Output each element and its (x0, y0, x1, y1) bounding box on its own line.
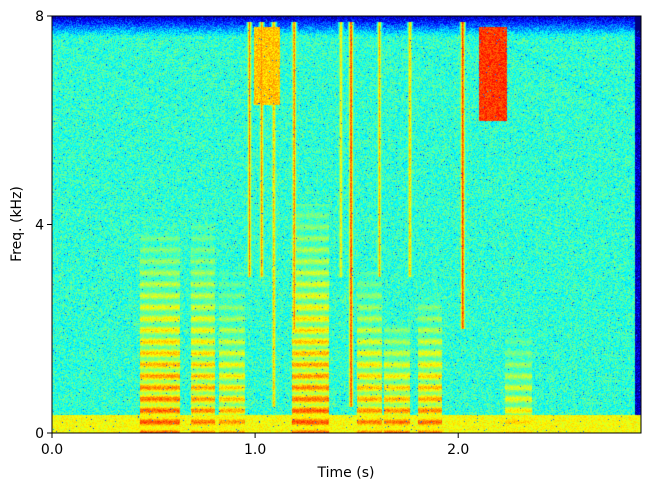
x-tick-label: 0.0 (41, 442, 63, 458)
x-axis: 0.0 1.0 2.0 (41, 433, 469, 458)
x-tick-label: 2.0 (447, 442, 469, 458)
y-axis-label: Freq. (kHz) (9, 186, 25, 262)
y-tick-label: 0 (35, 426, 44, 442)
y-axis: 0 4 8 (35, 9, 52, 442)
x-axis-label: Time (s) (317, 465, 375, 481)
x-tick-label: 1.0 (244, 442, 266, 458)
plot-area (51, 15, 642, 434)
spectrogram-image (52, 16, 641, 433)
y-tick-label: 8 (35, 9, 44, 25)
y-tick-label: 4 (35, 218, 44, 234)
